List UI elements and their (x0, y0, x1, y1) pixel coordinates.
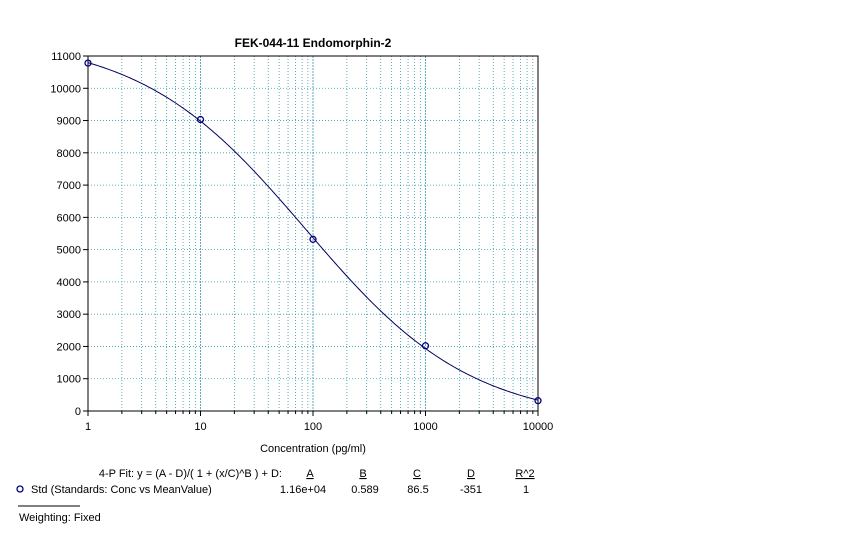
fit-value-d: -351 (460, 484, 482, 496)
y-tick-label: 7000 (57, 180, 81, 192)
y-axis: 0 1000 2000 3000 4000 5000 6000 7000 8000 9000 100… (50, 51, 88, 418)
y-tick-label: 10000 (50, 83, 81, 95)
fit-value-b: 0.589 (351, 484, 379, 496)
fit-value-c: 86.5 (407, 484, 428, 496)
x-tick-label: 10000 (523, 421, 554, 433)
fit-header-d: D (467, 468, 475, 480)
y-tick-label: 8000 (57, 148, 81, 160)
y-tick-label: 2000 (57, 341, 81, 353)
y-tick-label: 11000 (51, 51, 81, 63)
x-tick-label: 1 (85, 421, 91, 433)
weighting-note: Weighting: Fixed (19, 512, 101, 524)
y-tick-label: 9000 (57, 116, 81, 128)
fit-curve (87, 62, 539, 401)
x-tick-label: 1000 (413, 421, 437, 433)
data-point (421, 342, 430, 350)
fit-header-b: B (359, 468, 366, 480)
fit-header-r2: R^2 (515, 468, 534, 480)
data-point (534, 397, 542, 405)
y-tick-label: 1000 (57, 374, 81, 386)
data-point (84, 59, 92, 67)
data-point (309, 235, 317, 243)
data-point (196, 115, 205, 124)
y-tick-label: 4000 (57, 277, 81, 289)
fit-equation: 4-P Fit: y = (A - D)/( 1 + (x/C)^B ) + D… (99, 468, 282, 480)
legend-marker (16, 485, 24, 493)
x-tick-label: 100 (304, 421, 322, 433)
legend-series-name: Std (Standards: Conc vs MeanValue) (31, 484, 212, 496)
x-axis-label: Concentration (pg/ml) (260, 443, 366, 455)
fit-header-a: A (306, 468, 314, 480)
fit-header-c: C (413, 468, 421, 480)
grid (88, 56, 538, 411)
chart-title: FEK-044-11 Endomorphin-2 (235, 36, 392, 50)
y-tick-label: 6000 (57, 212, 81, 224)
y-tick-label: 3000 (57, 309, 81, 321)
y-tick-label: 0 (75, 406, 81, 418)
x-axis: 1 10 100 1000 10000 (85, 411, 553, 433)
y-tick-label: 5000 (57, 245, 81, 257)
fit-value-r2: 1 (523, 484, 529, 496)
x-tick-label: 10 (194, 421, 206, 433)
fit-value-a: 1.16e+04 (280, 484, 326, 496)
data-points (84, 59, 542, 405)
